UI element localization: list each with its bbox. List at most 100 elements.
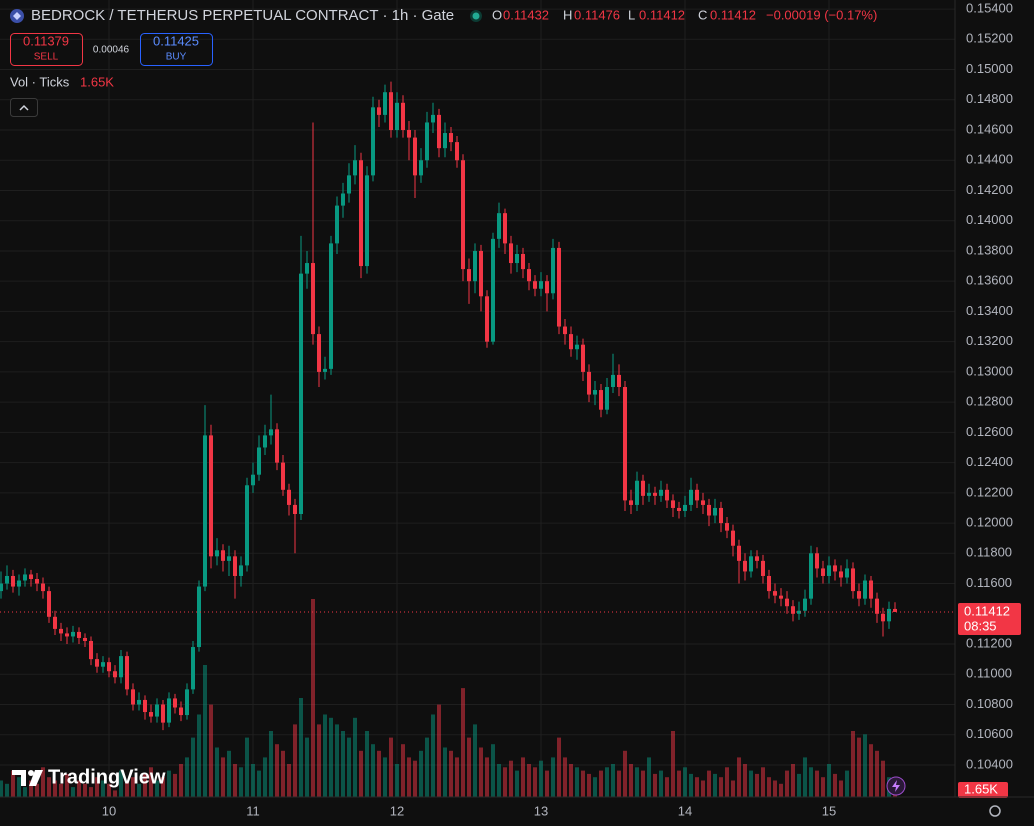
volume-bar — [827, 764, 831, 797]
buy-price: 0.11425 — [153, 33, 199, 48]
candle-body — [743, 560, 747, 572]
x-tick-label: 15 — [822, 803, 836, 818]
settings-icon[interactable] — [989, 805, 1001, 817]
candle-body — [131, 689, 135, 705]
volume-bar — [401, 744, 405, 797]
volume-bar — [23, 787, 27, 797]
candle-body — [605, 387, 609, 410]
candle-body — [737, 545, 741, 561]
volume-bar — [857, 737, 861, 797]
volume-bar — [329, 717, 333, 797]
x-tick-label: 11 — [246, 803, 260, 818]
volume-bar — [743, 764, 747, 797]
price-label-box — [958, 602, 1021, 635]
volume-bar — [317, 724, 321, 797]
candle-body — [671, 500, 675, 508]
volume-bar — [863, 734, 867, 797]
candle-body — [23, 574, 27, 581]
volume-bar — [161, 777, 165, 797]
buy-button[interactable] — [140, 33, 213, 66]
candle-body — [191, 647, 195, 690]
volume-bar — [347, 737, 351, 797]
volume-bar — [383, 757, 387, 797]
y-tick-label: 0.15200 — [966, 31, 1013, 46]
volume-bar — [701, 780, 705, 797]
volume-bar — [767, 777, 771, 797]
volume-bar — [851, 731, 855, 797]
candle-body — [725, 523, 729, 531]
candle-body — [581, 344, 585, 372]
candle-body — [515, 253, 519, 264]
candle-body — [695, 489, 699, 501]
candle-body — [311, 263, 315, 335]
candle-body — [809, 553, 813, 599]
volume-bar — [635, 767, 639, 797]
y-tick-label: 0.12000 — [966, 515, 1013, 530]
candle-body — [683, 504, 687, 511]
candle-body — [107, 662, 111, 672]
candle-body — [755, 556, 759, 561]
candle-body — [485, 296, 489, 342]
candle-body — [353, 160, 357, 176]
candle-body — [575, 344, 579, 350]
candle-body — [293, 504, 297, 514]
candle-body — [881, 613, 885, 622]
collapse-button[interactable] — [10, 98, 38, 117]
volume-bar — [203, 665, 207, 797]
volume-bar — [71, 787, 75, 797]
volume-bar — [773, 780, 777, 797]
y-tick-label: 0.13600 — [966, 273, 1013, 288]
candle-body — [83, 637, 87, 641]
candle-body — [347, 175, 351, 194]
volume-bar — [503, 767, 507, 797]
volume-bar — [395, 764, 399, 797]
volume-layer — [0, 599, 897, 797]
candle-body — [653, 492, 657, 496]
volume-bar — [653, 773, 657, 797]
candle-body — [59, 628, 63, 634]
volume-bar — [389, 737, 393, 797]
change-value: −0.00019 (−0.17%) — [766, 7, 877, 22]
candle-body — [533, 281, 537, 289]
candle-body — [719, 507, 723, 524]
volume-bar — [695, 777, 699, 797]
volume-bar — [647, 757, 651, 797]
candle-body — [803, 598, 807, 611]
candle-body — [329, 243, 333, 369]
candle-body — [95, 659, 99, 667]
candle-body — [659, 489, 663, 496]
candle-body — [185, 689, 189, 716]
candle-body — [839, 571, 843, 578]
sell-button[interactable] — [10, 33, 83, 66]
volume-bar — [47, 777, 51, 797]
volume-bar — [437, 704, 441, 797]
candle-body — [239, 565, 243, 576]
candle-body — [623, 387, 627, 501]
candle-body — [173, 698, 177, 708]
spread: 0.00046 — [93, 45, 130, 56]
candle-body — [779, 595, 783, 599]
volume-bar — [5, 783, 9, 797]
volume-bar — [551, 757, 555, 797]
candle-body — [5, 575, 9, 584]
volume-bar — [707, 770, 711, 797]
candle-body — [833, 565, 837, 572]
collapse-caret — [19, 104, 29, 111]
volume-bar — [263, 757, 267, 797]
volume-bar — [575, 767, 579, 797]
candle-body — [47, 591, 51, 617]
volume-bar — [305, 737, 309, 797]
open-key: O — [492, 7, 502, 22]
volume-bar — [497, 764, 501, 797]
candle-body — [497, 213, 501, 239]
candle-body — [419, 160, 423, 176]
volume-bar — [65, 773, 69, 797]
candle-body — [689, 489, 693, 505]
volume-bar — [11, 770, 15, 797]
volume-bar — [641, 770, 645, 797]
candle-body — [305, 263, 309, 274]
candle-body — [29, 574, 33, 580]
candle-body — [227, 556, 231, 561]
candle-body — [221, 550, 225, 561]
